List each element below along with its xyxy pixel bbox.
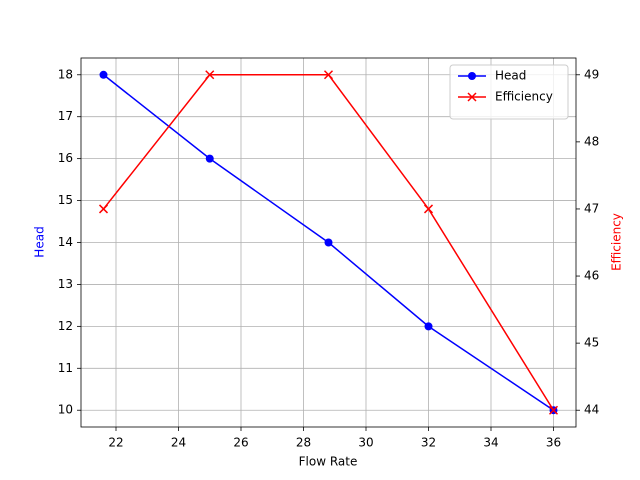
x-tick-label: 24 bbox=[171, 436, 186, 450]
marker bbox=[205, 70, 215, 80]
y-axis-label: Head bbox=[33, 226, 47, 257]
y-tick-label: 18 bbox=[58, 67, 73, 81]
y2-tick-label: 48 bbox=[584, 134, 599, 148]
marker bbox=[98, 204, 109, 214]
legend: Head Efficiency bbox=[449, 64, 569, 120]
y-tick-label: 16 bbox=[58, 151, 73, 165]
x-tick-label: 32 bbox=[421, 436, 436, 450]
legend-marker bbox=[467, 92, 477, 102]
marker bbox=[205, 154, 214, 163]
y-tick-label: 15 bbox=[58, 193, 73, 207]
legend-label: Head bbox=[495, 69, 526, 83]
x-tick-label: 22 bbox=[108, 436, 123, 450]
y-tick-label: 13 bbox=[58, 277, 73, 291]
legend-label: Efficiency bbox=[495, 90, 553, 104]
x-axis-label: Flow Rate bbox=[299, 455, 358, 469]
y-tick-label: 17 bbox=[58, 109, 73, 123]
plot-frame bbox=[80, 57, 577, 428]
x-tick-label: 34 bbox=[483, 436, 498, 450]
marker bbox=[423, 204, 434, 214]
marker bbox=[324, 238, 333, 247]
y2-tick-label: 46 bbox=[584, 269, 599, 283]
y-tick-label: 12 bbox=[58, 319, 73, 333]
marker bbox=[548, 405, 559, 415]
y2-axis-label: Efficiency bbox=[610, 213, 624, 271]
legend-marker bbox=[468, 72, 476, 80]
y-tick-label: 11 bbox=[58, 361, 73, 375]
marker bbox=[99, 70, 108, 79]
marker bbox=[424, 322, 433, 331]
y2-tick-label: 45 bbox=[584, 336, 599, 350]
legend-box bbox=[449, 64, 569, 120]
marker bbox=[323, 70, 334, 80]
y-tick-label: 10 bbox=[58, 403, 73, 417]
y2-tick-label: 47 bbox=[584, 201, 599, 215]
x-tick-label: 26 bbox=[233, 436, 248, 450]
x-tick-label: 30 bbox=[358, 436, 373, 450]
x-tick-label: 28 bbox=[296, 436, 311, 450]
x-tick-label: 36 bbox=[546, 436, 561, 450]
y2-tick-label: 49 bbox=[584, 67, 599, 81]
y-tick-label: 14 bbox=[58, 235, 73, 249]
y2-tick-label: 44 bbox=[584, 403, 599, 417]
